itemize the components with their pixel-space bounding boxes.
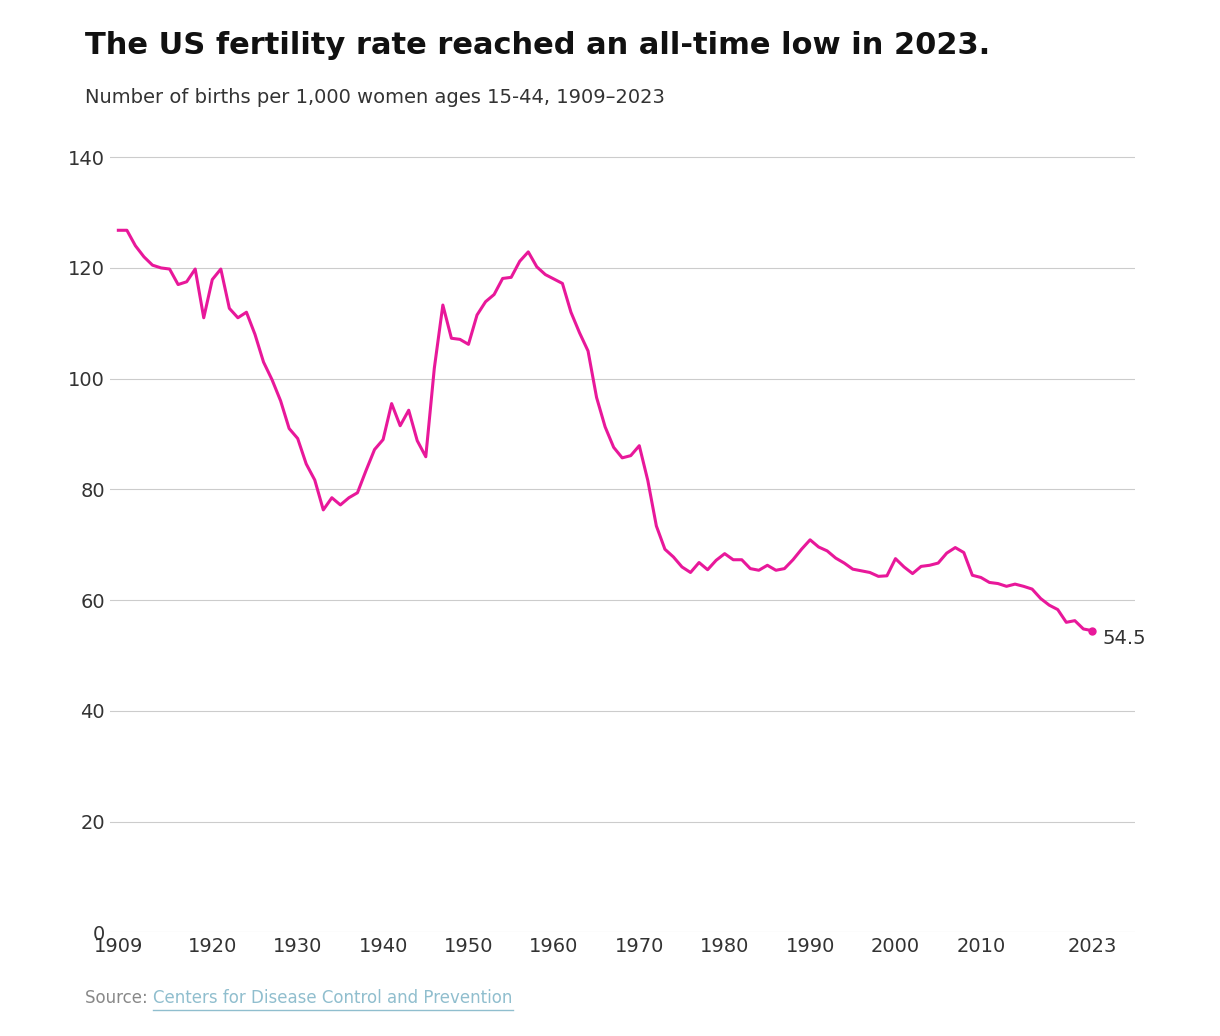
Text: Centers for Disease Control and Prevention: Centers for Disease Control and Preventi… — [154, 989, 512, 1007]
Text: 54.5: 54.5 — [1102, 630, 1146, 649]
Text: Number of births per 1,000 women ages 15-44, 1909–2023: Number of births per 1,000 women ages 15… — [85, 88, 665, 107]
Text: Source:: Source: — [85, 989, 154, 1007]
Text: The US fertility rate reached an all-time low in 2023.: The US fertility rate reached an all-tim… — [85, 31, 991, 60]
